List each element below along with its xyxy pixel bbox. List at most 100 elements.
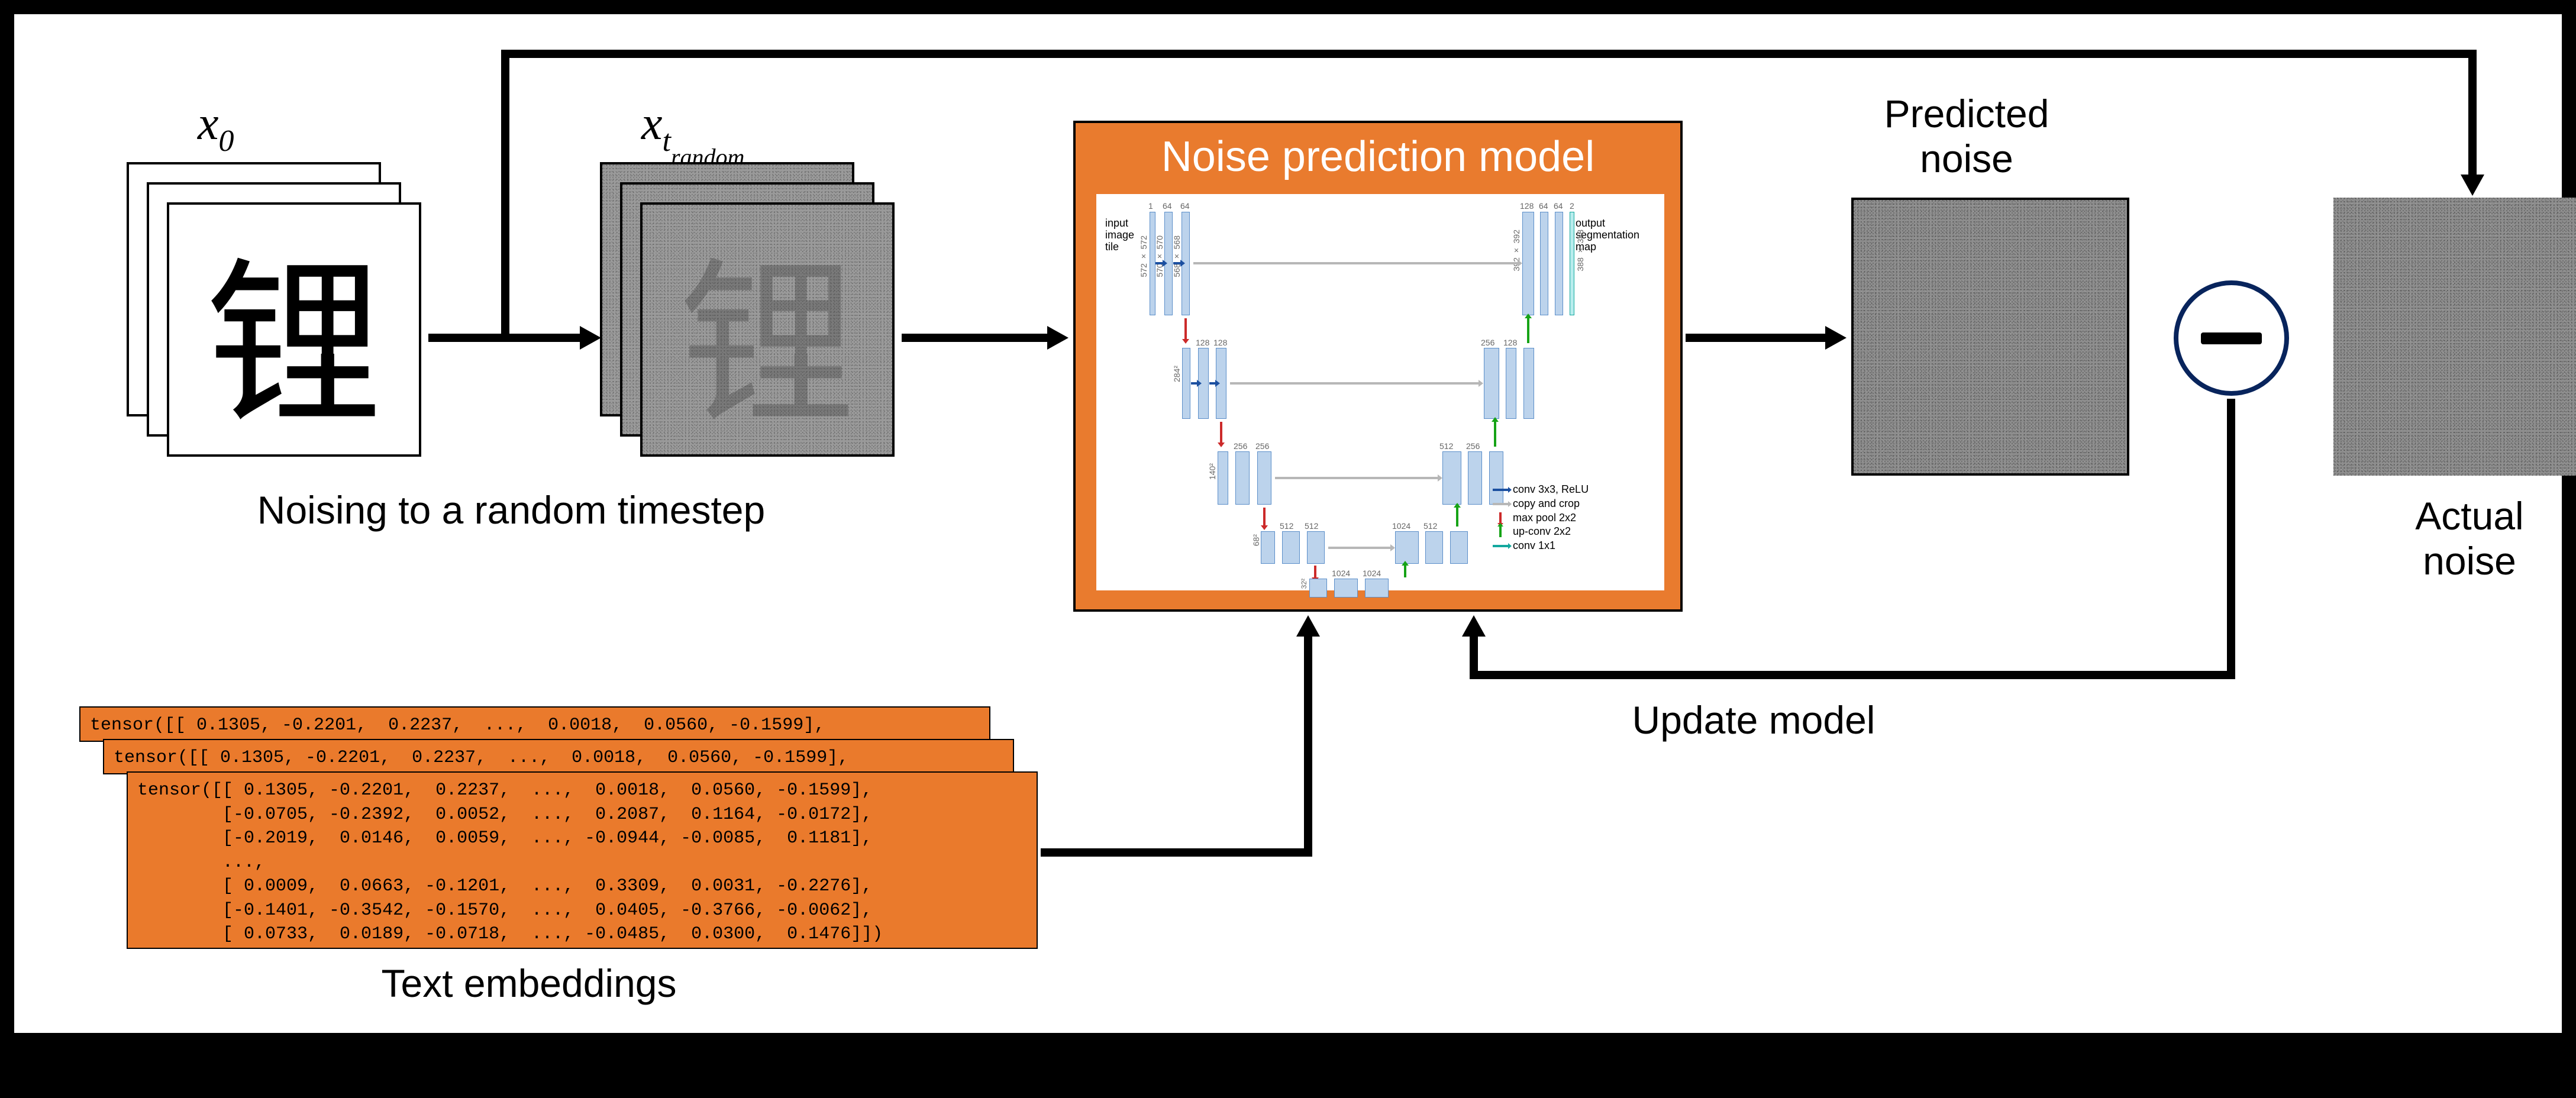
unet-n512x: 512 [1439,441,1453,451]
unet-s284: 284² [1172,366,1182,382]
arrow-x0-xt-head [580,326,601,350]
unet-bn-c [1365,579,1389,598]
unet-dec-l2c [1523,348,1534,419]
unet-enc-l4a [1261,531,1275,564]
update-model-label: Update model [1576,697,1931,742]
xt-var: x [641,98,663,150]
actual-noise-box [2333,198,2576,476]
unet-ar-l1a [1155,262,1163,264]
legend-upconv: up-conv 2x2 [1493,526,1589,538]
unet-s572: 572 × 572 [1139,235,1148,277]
arrow-model-pred-line [1686,334,1828,342]
unet-legend: conv 3x3, ReLU copy and crop max pool 2x… [1493,484,1589,552]
x0-label: x0 [198,97,234,151]
unet-n2: 2 [1570,201,1574,211]
unet-panel: input image tile output segmentation map… [1096,194,1664,590]
toparrow-head [2461,175,2484,196]
unet-enc-l2a [1182,348,1190,419]
unet-dec-l2a [1484,348,1499,419]
update-arrow-vert2 [1470,635,1478,679]
unet-copy-l3 [1275,477,1438,479]
unet-s568: 568 × 568 [1172,235,1182,277]
unet-input-label: input image tile [1105,218,1134,253]
toparrow-vert-right [2468,50,2477,177]
emb-arrow-horiz [1041,848,1310,857]
unet-down2 [1220,422,1222,443]
unet-n512a: 512 [1280,521,1293,531]
legend-conv-txt: conv 3x3, ReLU [1513,484,1589,496]
x0-sub: 0 [219,124,234,158]
unet-up4 [1404,566,1406,577]
unet-n256c: 256 [1255,441,1269,451]
unet-n256d: 256 [1466,441,1480,451]
minus-bar [2201,332,2262,344]
legend-conv1: conv 1x1 [1493,540,1589,552]
arrow-xt-model-line [902,334,1050,342]
unet-s570: 570 × 570 [1155,235,1164,277]
unet-ar-l1b [1173,262,1180,264]
diagram-canvas: x0 锂 xtrandom 锂 Noising to a random time… [12,12,2564,1035]
unet-n128: 128 [1520,201,1534,211]
update-arrow-vert [2227,399,2235,677]
unet-dec-l1a [1522,212,1534,315]
unet-s140: 140² [1208,463,1217,480]
xt-sub: t [663,124,671,158]
unet-n256a: 256 [1481,338,1494,347]
unet-s388: 388 × 388 [1576,230,1585,272]
legend-pool-txt: max pool 2x2 [1513,512,1576,524]
unet-down4 [1314,566,1316,577]
noise-model-title: Noise prediction model [1076,123,1680,187]
xt-glyph: 锂 [643,205,892,454]
unet-n64b: 64 [1180,201,1190,211]
unet-n64a: 64 [1163,201,1172,211]
arrow-model-pred-head [1825,326,1847,350]
unet-s32: 32² [1300,579,1308,589]
actual-noise-label: Actual noise [2304,493,2576,583]
unet-n256b: 256 [1234,441,1247,451]
legend-conv1-txt: conv 1x1 [1513,540,1555,552]
unet-down3 [1263,508,1266,525]
tensor-back: tensor([[ 0.1305, -0.2201, 0.2237, ..., … [79,706,990,742]
unet-n1: 1 [1148,201,1153,211]
unet-n128a: 128 [1196,338,1209,347]
unet-enc-l4c [1307,531,1325,564]
unet-copy-l4 [1328,547,1390,549]
noise-model-box: Noise prediction model input image tile … [1073,121,1683,612]
tensor-front: tensor([[ 0.1305, -0.2201, 0.2237, ..., … [127,771,1038,949]
xt-card-front: 锂 [640,202,895,457]
unet-s68: 68² [1251,534,1261,546]
unet-enc-l4b [1282,531,1300,564]
unet-n1024b: 1024 [1363,569,1381,578]
unet-enc-l3a [1218,451,1228,505]
unet-down1 [1184,318,1187,339]
unet-n1024a: 1024 [1332,569,1350,578]
xt-label: xtrandom [641,97,744,151]
legend-conv: conv 3x3, ReLU [1493,484,1589,496]
unet-up1 [1527,318,1529,343]
unet-ar-l2a [1191,382,1197,385]
emb-arrow-vert [1304,635,1312,857]
unet-dec-l4b [1425,531,1443,564]
predicted-noise-label: Predicted noise [1801,91,2132,181]
unet-dec-l3b [1468,451,1482,505]
toparrow-vert-left [501,50,509,338]
unet-n512c: 512 [1423,521,1437,531]
unet-bn-a [1309,579,1327,598]
unet-enc-l3c [1257,451,1271,505]
unet-n512b: 512 [1305,521,1318,531]
unet-n64c: 64 [1539,201,1548,211]
unet-dec-l2b [1506,348,1516,419]
unet-enc-l3b [1235,451,1250,505]
x0-glyph: 锂 [169,205,419,454]
tensor-mid: tensor([[ 0.1305, -0.2201, 0.2237, ..., … [103,739,1014,774]
x0-var: x [198,98,219,150]
minus-operator [2174,280,2289,396]
update-arrow-head [1462,615,1486,637]
unet-n128c: 128 [1503,338,1517,347]
unet-up2 [1494,422,1496,447]
unet-copy-l1 [1193,262,1518,264]
update-arrow-horiz [1470,671,2235,679]
legend-upconv-txt: up-conv 2x2 [1513,526,1571,538]
legend-copy-txt: copy and crop [1513,498,1580,510]
unet-n1024x: 1024 [1392,521,1410,531]
